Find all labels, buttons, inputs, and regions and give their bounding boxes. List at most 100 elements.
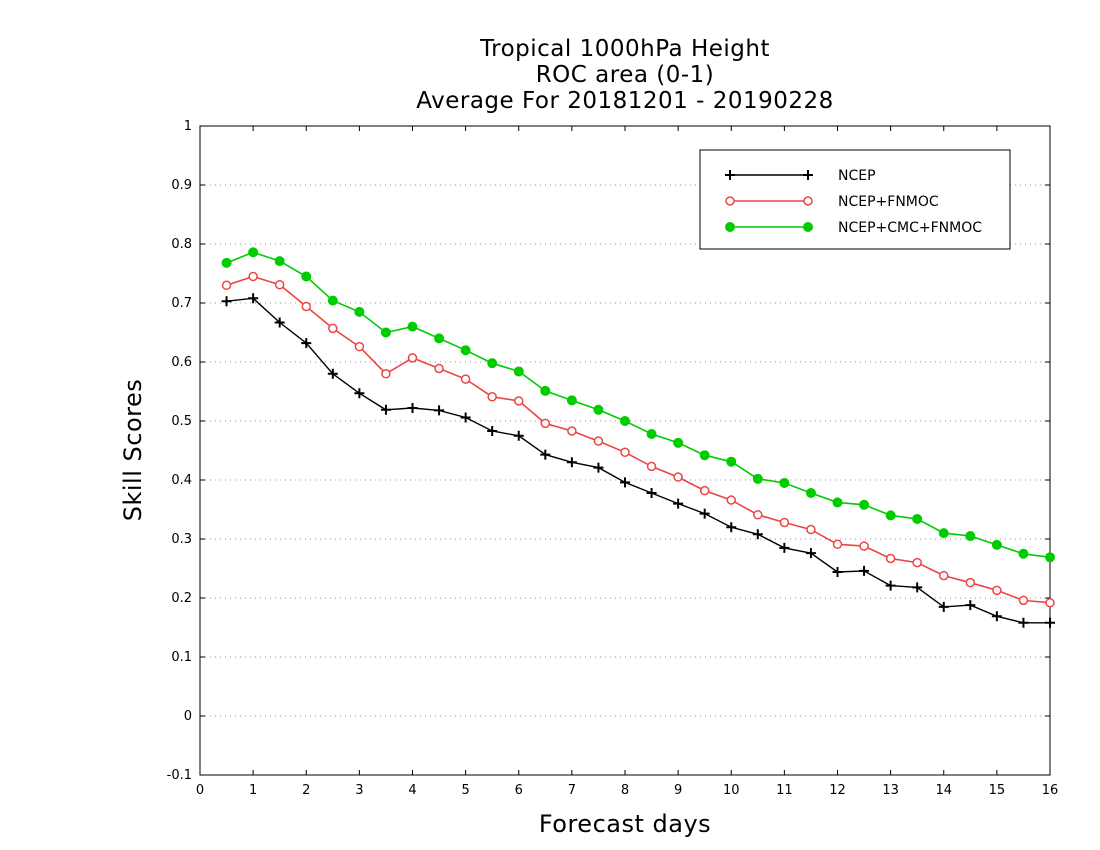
x-tick-label: 7 <box>568 783 576 798</box>
series-ncep-cmc-fnmoc-point <box>301 271 312 282</box>
series-ncep-fnmoc-point <box>354 341 365 352</box>
series-ncep-cmc-fnmoc-point <box>487 358 498 369</box>
series-ncep-point <box>832 567 843 578</box>
series-ncep-fnmoc-point <box>859 541 869 551</box>
series-ncep-point <box>513 430 524 441</box>
series-ncep-cmc-fnmoc-point <box>1045 552 1055 563</box>
y-tick-label: 0.4 <box>171 473 192 488</box>
series-ncep-point <box>566 457 577 468</box>
series-ncep-fnmoc-point <box>381 369 391 379</box>
series-ncep-point <box>885 580 896 591</box>
legend-ncep-cmc-fnmoc-label: NCEP+CMC+FNMOC <box>838 220 982 236</box>
x-tick-label: 14 <box>935 783 952 798</box>
series-ncep-cmc-fnmoc-point <box>991 539 1002 550</box>
y-tick-label: 0.6 <box>171 355 192 370</box>
series-ncep-point <box>593 462 604 473</box>
series-ncep-fnmoc-point <box>460 374 471 384</box>
series-ncep-cmc-fnmoc-point <box>832 497 843 508</box>
series-ncep-point <box>673 498 684 509</box>
series-ncep-point <box>380 404 391 415</box>
series-ncep-fnmoc-point <box>699 485 710 496</box>
series-ncep-cmc-fnmoc-point <box>407 321 418 332</box>
legend-ncep-start-point <box>725 170 735 180</box>
x-tick-label: 3 <box>355 783 363 798</box>
x-tick-label: 1 <box>249 783 257 798</box>
series-ncep-fnmoc-point <box>514 396 524 406</box>
series-ncep-cmc-fnmoc-point <box>221 257 232 268</box>
series-ncep-fnmoc-point <box>1045 597 1055 608</box>
series-ncep-point <box>620 477 630 488</box>
series-ncep-fnmoc-line <box>226 275 1051 604</box>
x-tick-label: 16 <box>1042 783 1059 798</box>
series-ncep-point <box>248 293 259 304</box>
chart-title-line-2: ROC area (0-1) <box>535 62 715 88</box>
series-ncep-point <box>646 487 657 498</box>
legend-box <box>699 149 1011 250</box>
legend-ncep-fnmoc-end-point <box>803 196 813 206</box>
series-ncep-point <box>859 565 870 576</box>
series-ncep-fnmoc-point <box>1018 595 1029 606</box>
x-tick-label: 10 <box>723 783 740 798</box>
series-ncep-cmc-fnmoc-point <box>699 450 710 461</box>
series-ncep-point <box>699 508 710 519</box>
series-ncep-fnmoc-point <box>248 271 258 282</box>
series-ncep-fnmoc-point <box>885 553 896 564</box>
series-ncep-point <box>407 403 418 414</box>
series-ncep-cmc-fnmoc-point <box>859 499 870 510</box>
series-ncep-cmc-fnmoc-point <box>354 306 365 317</box>
series-ncep-fnmoc-point <box>593 436 604 446</box>
series-ncep-point <box>460 412 471 423</box>
series-ncep-cmc-fnmoc-point <box>912 513 923 524</box>
series-ncep-cmc-fnmoc-point <box>938 528 949 539</box>
series-layer <box>221 247 1055 628</box>
series-ncep-cmc-fnmoc-point <box>380 327 391 338</box>
series-ncep-point <box>991 611 1002 622</box>
series-ncep-cmc-fnmoc-point <box>593 404 604 415</box>
series-ncep-fnmoc-point <box>779 517 790 528</box>
chart-title-line-3: Average For 20181201 - 20190228 <box>416 88 834 114</box>
x-tick-label: 2 <box>302 783 310 798</box>
series-ncep-fnmoc-point <box>806 524 816 535</box>
series-ncep <box>221 293 1055 628</box>
x-tick-label: 13 <box>882 783 899 798</box>
legend-ncep-end-point <box>803 170 813 180</box>
series-ncep-cmc-fnmoc-line <box>226 251 1051 559</box>
y-tick-label: 0.8 <box>171 237 192 252</box>
series-ncep-fnmoc-point <box>939 570 949 581</box>
series-ncep-cmc-fnmoc-point <box>274 256 285 267</box>
legend-ncep-label: NCEP <box>838 168 876 184</box>
series-ncep-cmc-fnmoc-point <box>805 487 816 498</box>
series-ncep-cmc-fnmoc-point <box>566 395 577 406</box>
series-ncep-point <box>752 529 763 540</box>
series-ncep-fnmoc-point <box>912 557 922 568</box>
y-tick-label: 0.1 <box>171 650 192 665</box>
series-ncep-fnmoc-point <box>673 472 683 482</box>
series-ncep-fnmoc-point <box>620 447 630 458</box>
series-ncep-cmc-fnmoc-point <box>460 345 471 356</box>
series-ncep-cmc-fnmoc-point <box>540 385 551 396</box>
y-tick-label: 0.2 <box>171 591 192 606</box>
x-tick-label: 12 <box>829 783 846 798</box>
series-ncep-fnmoc-point <box>274 279 285 290</box>
legend: NCEP NCEP+FNMOC NCEP+CMC+FNMOC <box>699 149 1011 250</box>
legend-ncep-cmc-fnmoc: NCEP+CMC+FNMOC <box>725 220 982 236</box>
series-ncep-cmc-fnmoc-point <box>434 333 445 344</box>
series-ncep-point <box>938 601 949 612</box>
legend-ncep-fnmoc-start-point <box>725 196 735 206</box>
series-ncep-cmc-fnmoc-point <box>513 366 524 377</box>
x-tick-label: 5 <box>461 783 469 798</box>
y-tick-label: 0 <box>184 709 192 724</box>
y-tick-label: 0.9 <box>171 178 192 193</box>
series-ncep-point <box>805 548 816 559</box>
y-tick-label: 1 <box>184 119 192 134</box>
x-tick-label: 4 <box>408 783 416 798</box>
y-tick-label: 0.3 <box>171 532 192 547</box>
series-ncep-cmc-fnmoc-point <box>327 295 338 306</box>
series-ncep-cmc-fnmoc-point <box>965 531 976 542</box>
y-axis-title: Skill Scores <box>119 378 147 522</box>
series-ncep-point <box>965 600 976 611</box>
series-ncep-fnmoc-point <box>221 280 232 291</box>
series-ncep-fnmoc-point <box>301 301 311 312</box>
series-ncep-point <box>221 296 232 307</box>
